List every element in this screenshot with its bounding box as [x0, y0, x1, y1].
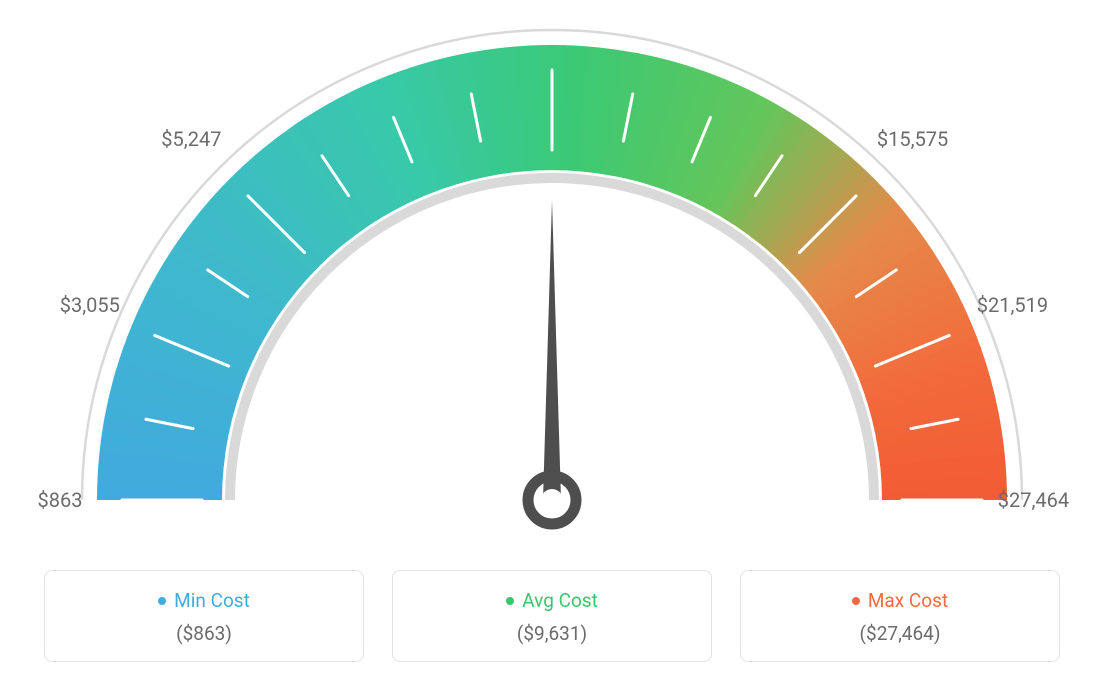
- legend-value-avg: ($9,631): [403, 622, 701, 645]
- legend-label-max: Max Cost: [868, 589, 948, 612]
- gauge-chart: $863 $3,055 $5,247 $9,631 $15,575 $21,519 $27,…: [0, 0, 1104, 560]
- gauge-tick-label: $5,247: [161, 127, 221, 151]
- gauge-tick-label: $21,519: [977, 293, 1048, 317]
- legend-title-avg: Avg Cost: [506, 589, 598, 612]
- legend-card-max: Max Cost ($27,464): [740, 570, 1060, 662]
- legend-value-max: ($27,464): [751, 622, 1049, 645]
- legend-dot-avg: [506, 597, 514, 605]
- legend-card-min: Min Cost ($863): [44, 570, 364, 662]
- legend-dot-min: [158, 597, 166, 605]
- gauge-tick-label: $863: [38, 488, 83, 512]
- legend-title-max: Max Cost: [852, 589, 948, 612]
- legend-label-min: Min Cost: [174, 589, 250, 612]
- gauge-svg: [0, 0, 1104, 560]
- gauge-tick-label: $3,055: [60, 293, 120, 317]
- legend-value-min: ($863): [55, 622, 353, 645]
- legend-card-avg: Avg Cost ($9,631): [392, 570, 712, 662]
- legend-row: Min Cost ($863) Avg Cost ($9,631) Max Co…: [0, 570, 1104, 662]
- gauge-tick-label: $15,575: [877, 127, 948, 151]
- legend-dot-max: [852, 597, 860, 605]
- legend-label-avg: Avg Cost: [522, 589, 598, 612]
- gauge-tick-label: $9,631: [522, 0, 582, 2]
- gauge-tick-label: $27,464: [998, 488, 1069, 512]
- legend-title-min: Min Cost: [158, 589, 250, 612]
